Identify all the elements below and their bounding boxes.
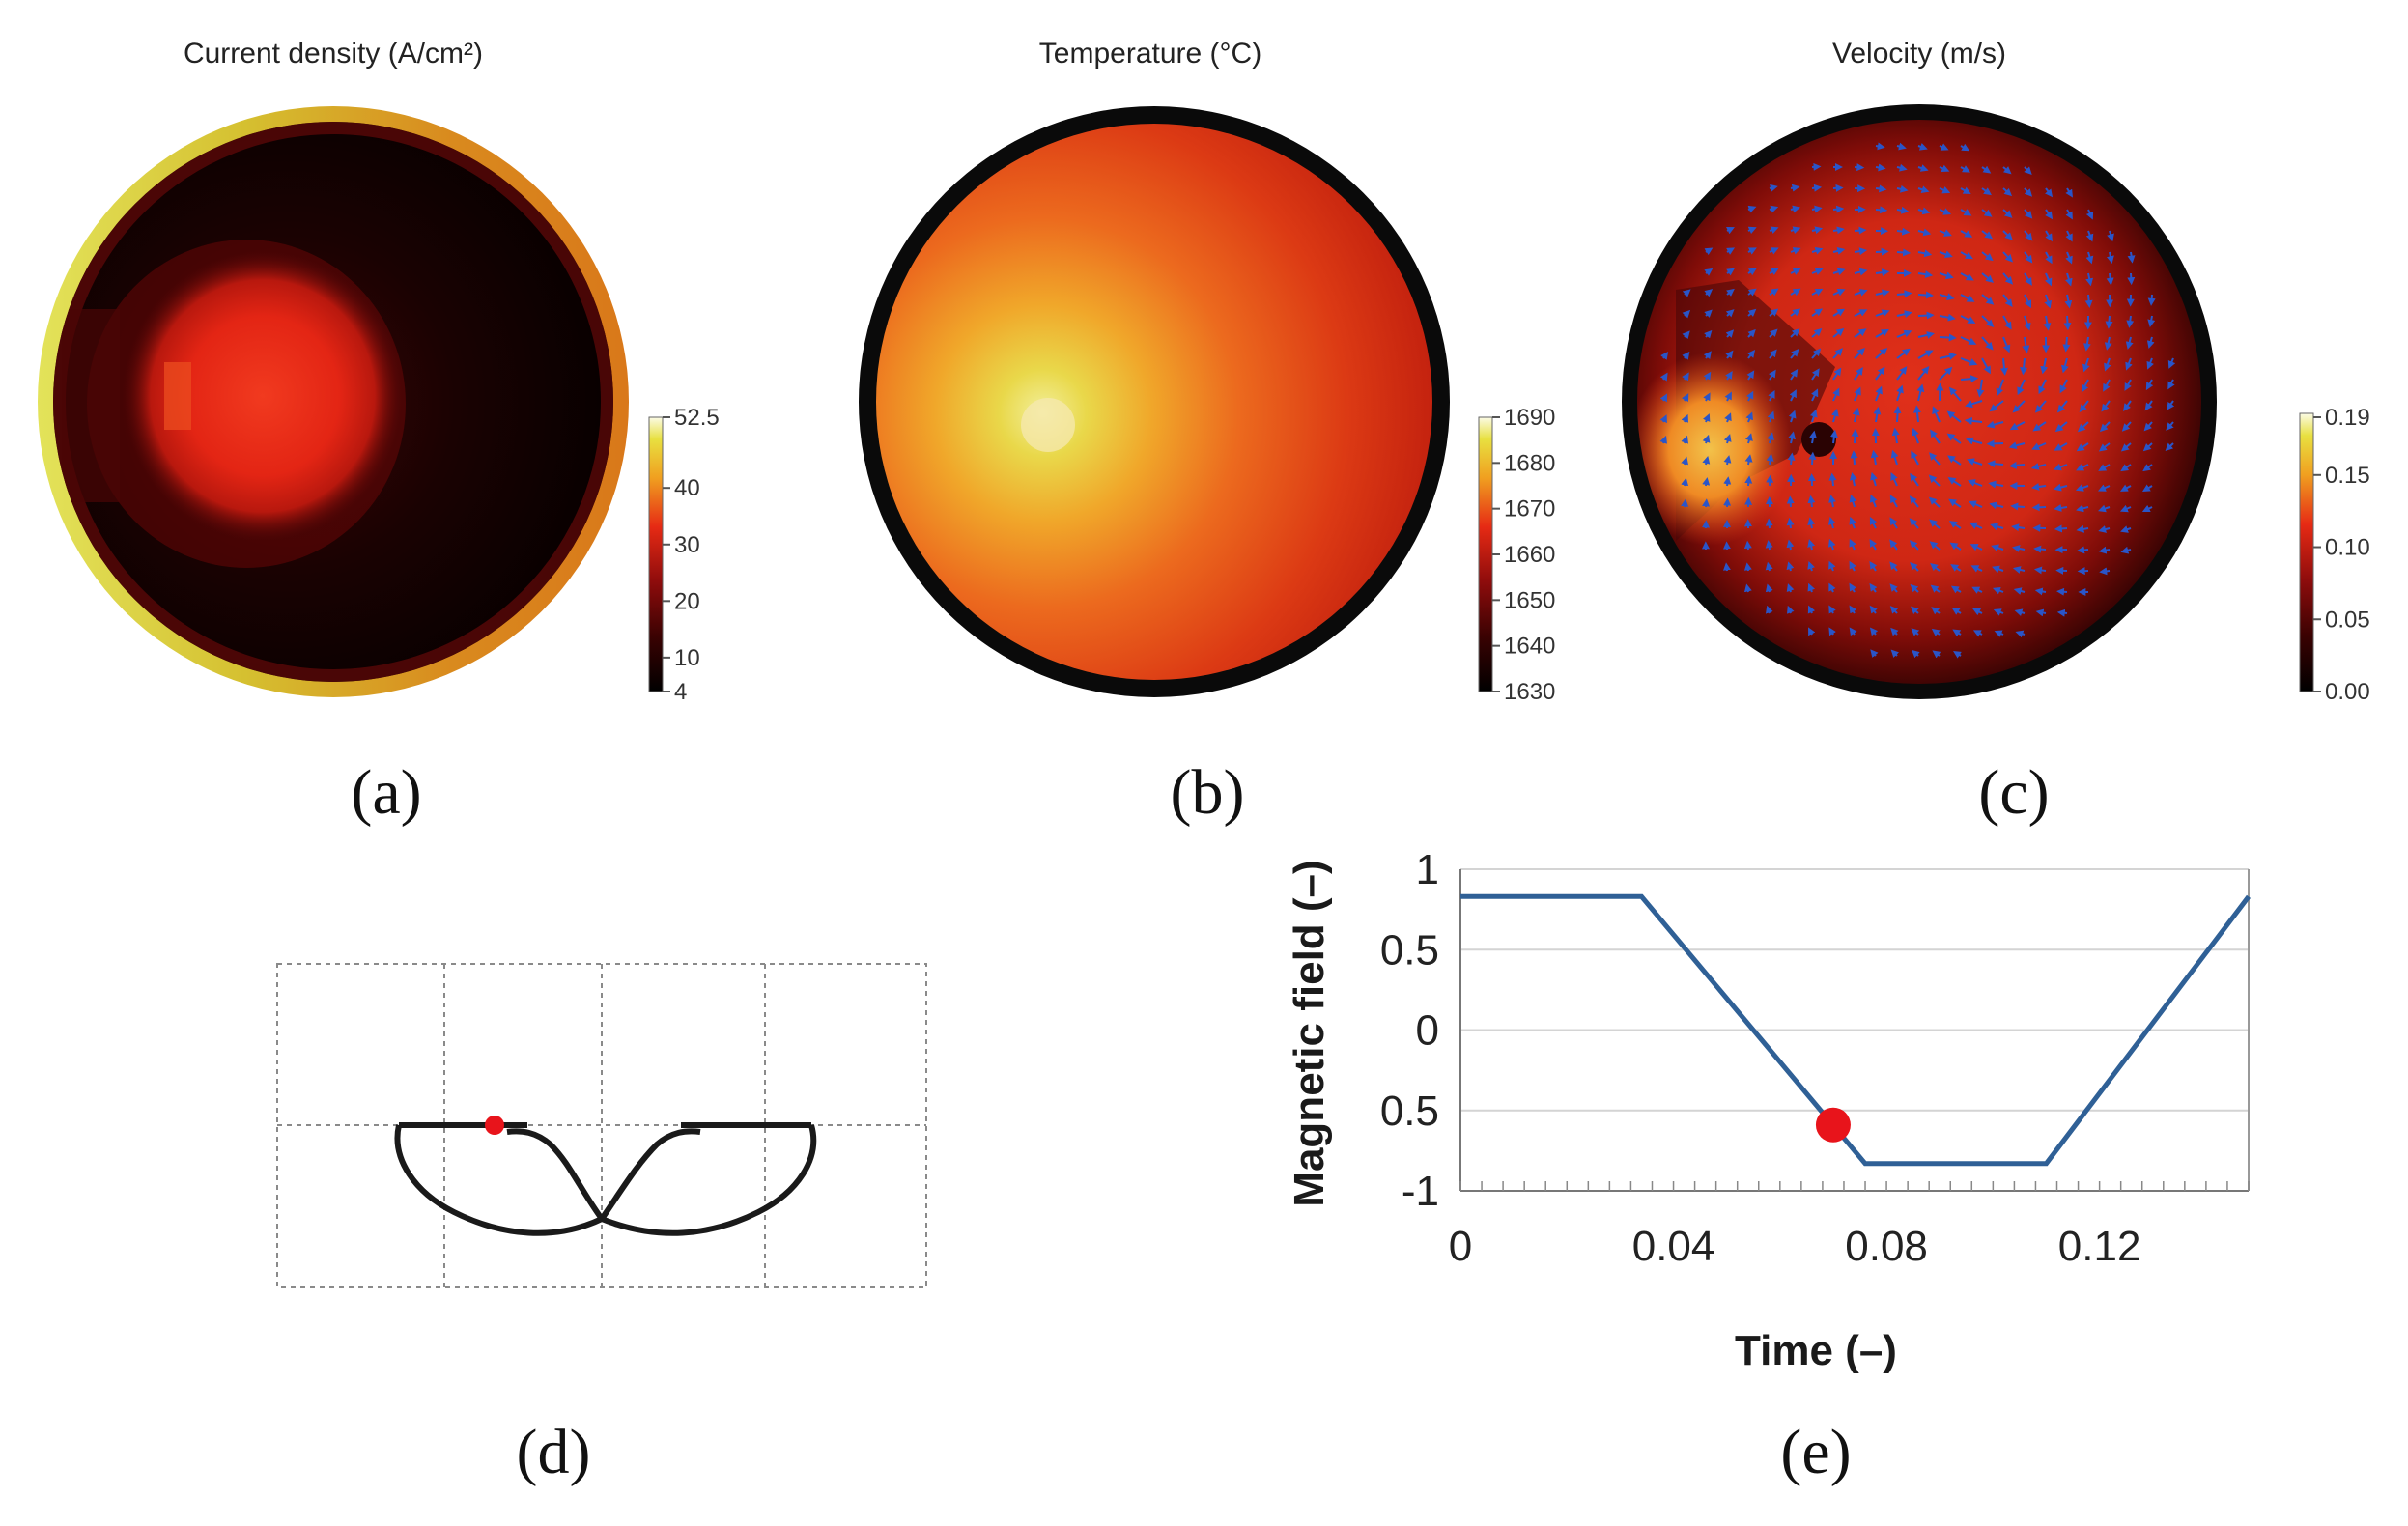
colorbar-tick-label: 20 [674,588,700,614]
x-axis-title: Time (–) [1735,1327,1897,1374]
y-tick-label: 1 [1416,846,1439,893]
colorbar-tick-label: 0.00 [2325,679,2370,705]
lissajous-trace [394,1122,817,1236]
panel-a: Current density (A/cm²) 52.5 40 30 20 10 4 (a… [38,38,720,828]
magnetic-field-line [1460,893,2251,1167]
colorbar-tick-label: 10 [674,645,700,671]
panel-b: Temperature (°C) 1690 1680 1670 1660 1650 164… [859,38,1555,828]
panel-b-title: Temperature (°C) [1039,38,1261,70]
velocity-vectors [1659,142,2176,659]
colorbar-tick-label: 0.19 [2325,405,2370,431]
magnetic-field-gridlines [1460,868,2249,1112]
current-state-marker [485,1116,504,1135]
panel-e-label: (e) [1780,1417,1851,1487]
colorbar-tick-label: 4 [674,679,687,705]
waveform-grid [276,963,927,1288]
x-tick-label: 0.04 [1632,1223,1715,1270]
colorbar-tick-label: 1650 [1504,587,1555,613]
colorbar-tick-label: 0.15 [2325,463,2370,489]
colorbar-tick-label: 1660 [1504,542,1555,568]
panel-d: (d) [276,963,927,1487]
colorbar-tick-label: 40 [674,475,700,501]
panel-d-label: (d) [517,1417,591,1487]
x-tick-label: 0.08 [1845,1223,1928,1270]
temperature-map [876,124,1432,680]
panel-a-title: Current density (A/cm²) [184,38,483,70]
panel-b-label: (b) [1171,757,1245,828]
colorbar-a [648,416,664,692]
y-axis-title: Magnetic field (–) [1286,860,1333,1206]
colorbar-tick-label: 1690 [1504,405,1555,431]
colorbar-c [2299,412,2314,692]
velocity-map [1637,120,2201,684]
panel-c: Velocity (m/s) 0.19 0.15 0.10 0.05 0.00 (c) [1622,38,2370,828]
y-tick-label: 0.5 [1380,926,1439,974]
colorbar-b [1478,416,1493,692]
colorbar-tick-label: 1680 [1504,450,1555,476]
x-tick-label: 0 [1449,1223,1472,1270]
current-time-marker [1815,1107,1851,1143]
current-density-hotspot [123,251,403,541]
y-tick-label: 0 [1416,1007,1439,1055]
colorbar-tick-label: 0.10 [2325,535,2370,561]
y-tick-label: 0.5 [1380,1088,1439,1135]
colorbar-tick-label: 30 [674,532,700,558]
temperature-hotspot [1021,398,1075,452]
y-tick-label: -1 [1402,1168,1439,1215]
colorbar-tick-label: 1640 [1504,634,1555,660]
panel-e: 0 0.04 0.08 0.12 1 0.5 0 0.5 -1 Time (–) Magnet… [1286,846,2251,1487]
panel-c-label: (c) [1978,757,2049,828]
panel-a-label: (a) [351,757,421,828]
x-tick-label: 0.12 [2058,1223,2141,1270]
colorbar-tick-label: 0.05 [2325,607,2370,633]
colorbar-tick-label: 1670 [1504,496,1555,523]
colorbar-tick-label: 52.5 [674,405,720,431]
panel-c-title: Velocity (m/s) [1832,38,2006,70]
colorbar-tick-label: 1630 [1504,679,1555,705]
